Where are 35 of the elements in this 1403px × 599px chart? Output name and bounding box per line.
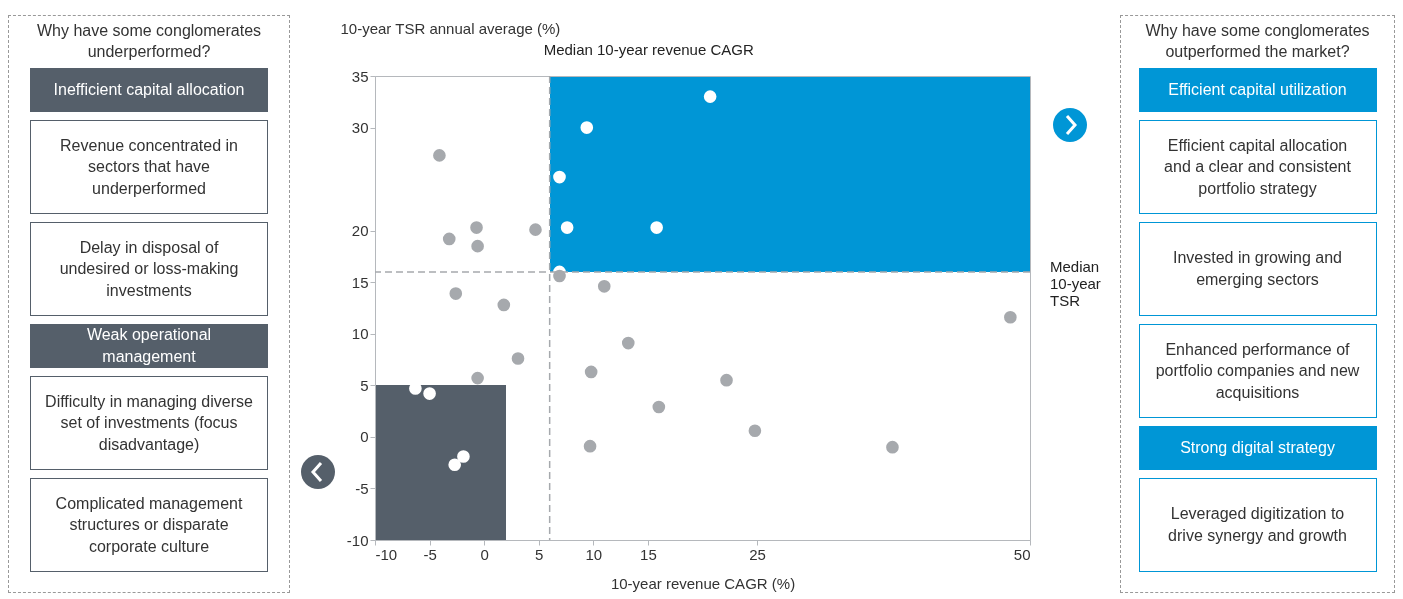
ref-line-label: Median 10-year revenue CAGR [543, 41, 754, 58]
y-tick-label: 20 [351, 222, 369, 240]
text: Inefficient capital allocation [30, 68, 268, 112]
text: Leveraged digitization to drive synergy and growth [1138, 478, 1377, 572]
y-tick-label: 10 [351, 325, 369, 343]
text: Revenue concentrated in sectors that have underperformed [30, 120, 268, 214]
text: Efficient capital allocation and a clear and consistent portfolio strategy [1138, 120, 1377, 214]
y-axis-title: 10-year TSR annual average (%) [340, 19, 561, 37]
y-tick-label: -5 [355, 479, 369, 497]
text: Difficulty in managing diverse set of investments (focus disadvantage) [30, 376, 268, 470]
x-tick-label: 5 [535, 545, 544, 563]
text: Strong digital strategy [1138, 426, 1377, 470]
x-tick-label: 15 [640, 545, 657, 563]
x-tick-label: -10 [375, 545, 398, 563]
text: Efficient capital utilization [1138, 68, 1377, 112]
text: Why have some conglomerates underperformed? [35, 21, 263, 62]
text: Why have some conglomerates outperformed the market? [1144, 21, 1371, 62]
y-tick-label: 0 [360, 428, 369, 446]
text: Enhanced performance of portfolio companies and new acquisitions [1138, 324, 1377, 418]
x-tick-label: 50 [1013, 545, 1031, 563]
text: Complicated management structures or disparate corporate culture [30, 478, 268, 572]
y-tick-label: -10 [346, 531, 369, 549]
text: Invested in growing and emerging sectors [1138, 222, 1377, 316]
y-tick-label: 30 [351, 119, 369, 137]
y-tick-label: 5 [360, 376, 369, 394]
text: Delay in disposal of undesired or loss-making investments [30, 222, 268, 316]
x-tick-label: 25 [749, 545, 766, 563]
ref-line-label: Median 10-year TSR [1050, 257, 1101, 309]
x-axis-title: 10-year revenue CAGR (%) [610, 574, 796, 592]
x-tick-label: 0 [480, 545, 489, 563]
y-tick-label: 15 [351, 273, 369, 291]
text: Weak operational management [30, 324, 268, 368]
x-tick-label: 10 [585, 545, 603, 563]
y-tick-label: 35 [351, 67, 369, 85]
x-tick-label: -5 [423, 545, 437, 563]
